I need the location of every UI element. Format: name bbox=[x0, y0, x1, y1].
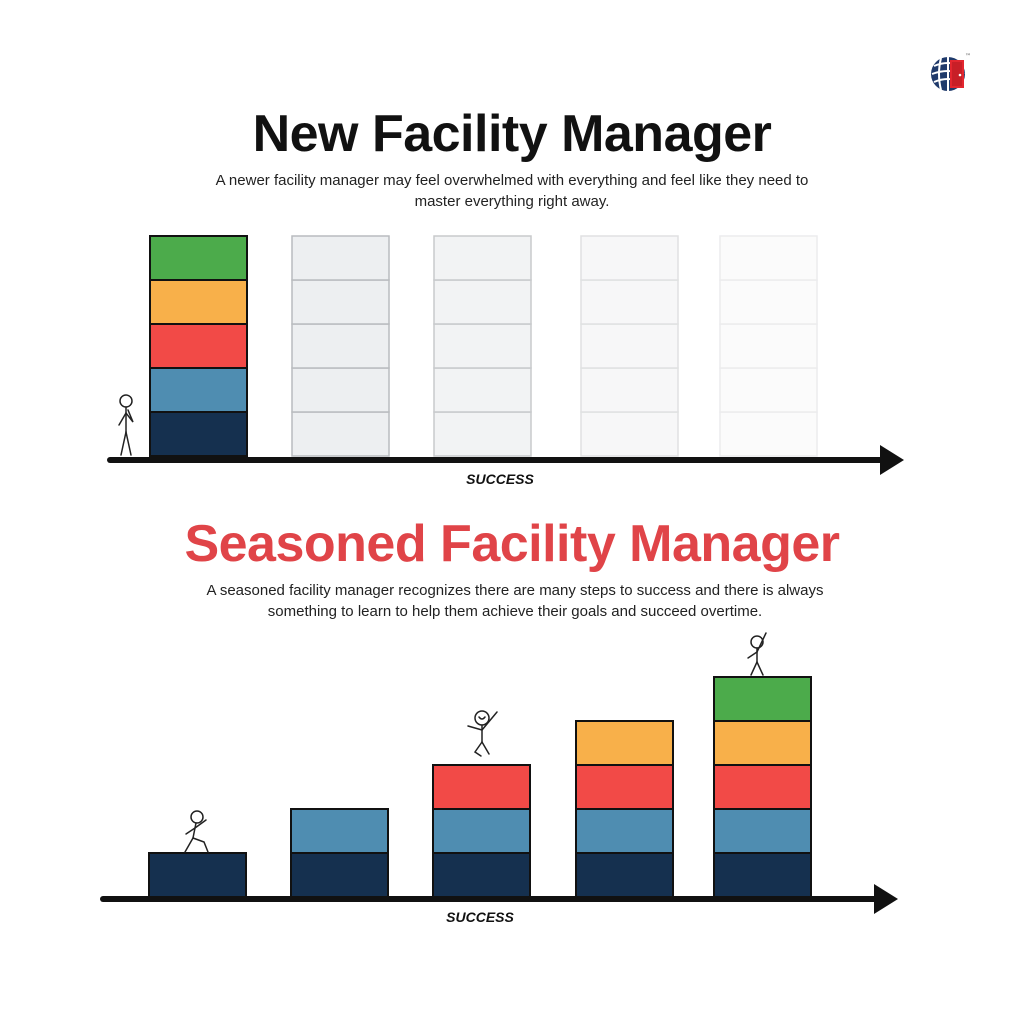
new-success-axis-label: SUCCESS bbox=[466, 471, 534, 487]
new-stack-3-block-1 bbox=[433, 411, 532, 457]
seasoned-stack-3-block-2 bbox=[432, 808, 531, 854]
seasoned-manager-description: A seasoned facility manager recognizes t… bbox=[206, 582, 824, 620]
success-axis-arrow bbox=[107, 445, 904, 475]
success-axis-arrow bbox=[100, 884, 898, 914]
new-stack-5-block-3 bbox=[719, 323, 818, 369]
seasoned-stack-5-block-4 bbox=[713, 720, 812, 766]
seasoned-stack-3-block-3 bbox=[432, 764, 531, 810]
seasoned-stack-2-block-2 bbox=[290, 808, 389, 854]
new-stack-1-block-5 bbox=[149, 235, 248, 281]
stick-figure-celebrating-icon bbox=[747, 632, 767, 676]
seasoned-stack-5-block-5 bbox=[713, 676, 812, 722]
new-stack-5-block-1 bbox=[719, 411, 818, 457]
seasoned-stack-5-block-1 bbox=[713, 852, 812, 898]
new-stack-4-block-2 bbox=[580, 367, 679, 413]
new-stack-1-block-3 bbox=[149, 323, 248, 369]
stick-figure-walking-icon bbox=[184, 810, 209, 853]
seasoned-manager-title: Seasoned Facility Manager bbox=[184, 515, 840, 573]
seasoned-stack-4-block-3 bbox=[575, 764, 674, 810]
new-stack-2-block-4 bbox=[291, 279, 390, 325]
seasoned-stack-2-block-1 bbox=[290, 852, 389, 898]
seasoned-success-axis-label: SUCCESS bbox=[446, 909, 514, 925]
new-manager-description: A newer facility manager may feel overwh… bbox=[215, 172, 809, 210]
new-stack-5-block-5 bbox=[719, 235, 818, 281]
seasoned-stack-3-block-1 bbox=[432, 852, 531, 898]
new-stack-2-block-1 bbox=[291, 411, 390, 457]
new-stack-3-block-2 bbox=[433, 367, 532, 413]
new-stack-3-block-4 bbox=[433, 279, 532, 325]
new-stack-3-block-5 bbox=[433, 235, 532, 281]
stick-figure-thinking-icon bbox=[118, 394, 134, 456]
seasoned-stack-4-block-4 bbox=[575, 720, 674, 766]
new-stack-3-block-3 bbox=[433, 323, 532, 369]
seasoned-stack-4-block-2 bbox=[575, 808, 674, 854]
new-stack-4-block-4 bbox=[580, 279, 679, 325]
stick-figure-jumping-icon bbox=[467, 710, 498, 757]
new-stack-2-block-3 bbox=[291, 323, 390, 369]
svg-text:™: ™ bbox=[965, 53, 971, 60]
new-manager-title: New Facility Manager bbox=[252, 105, 772, 163]
new-stack-1-block-4 bbox=[149, 279, 248, 325]
new-stack-2-block-5 bbox=[291, 235, 390, 281]
new-stack-2-block-2 bbox=[291, 367, 390, 413]
new-stack-4-block-1 bbox=[580, 411, 679, 457]
new-stack-5-block-2 bbox=[719, 367, 818, 413]
company-logo-icon: ™ bbox=[931, 53, 971, 91]
seasoned-stack-4-block-1 bbox=[575, 852, 674, 898]
new-stack-4-block-3 bbox=[580, 323, 679, 369]
new-stack-1-block-2 bbox=[149, 367, 248, 413]
new-stack-1-block-1 bbox=[149, 411, 248, 457]
new-stack-5-block-4 bbox=[719, 279, 818, 325]
seasoned-stack-1-block-1 bbox=[148, 852, 247, 898]
seasoned-stack-5-block-3 bbox=[713, 764, 812, 810]
new-stack-4-block-5 bbox=[580, 235, 679, 281]
seasoned-stack-5-block-2 bbox=[713, 808, 812, 854]
